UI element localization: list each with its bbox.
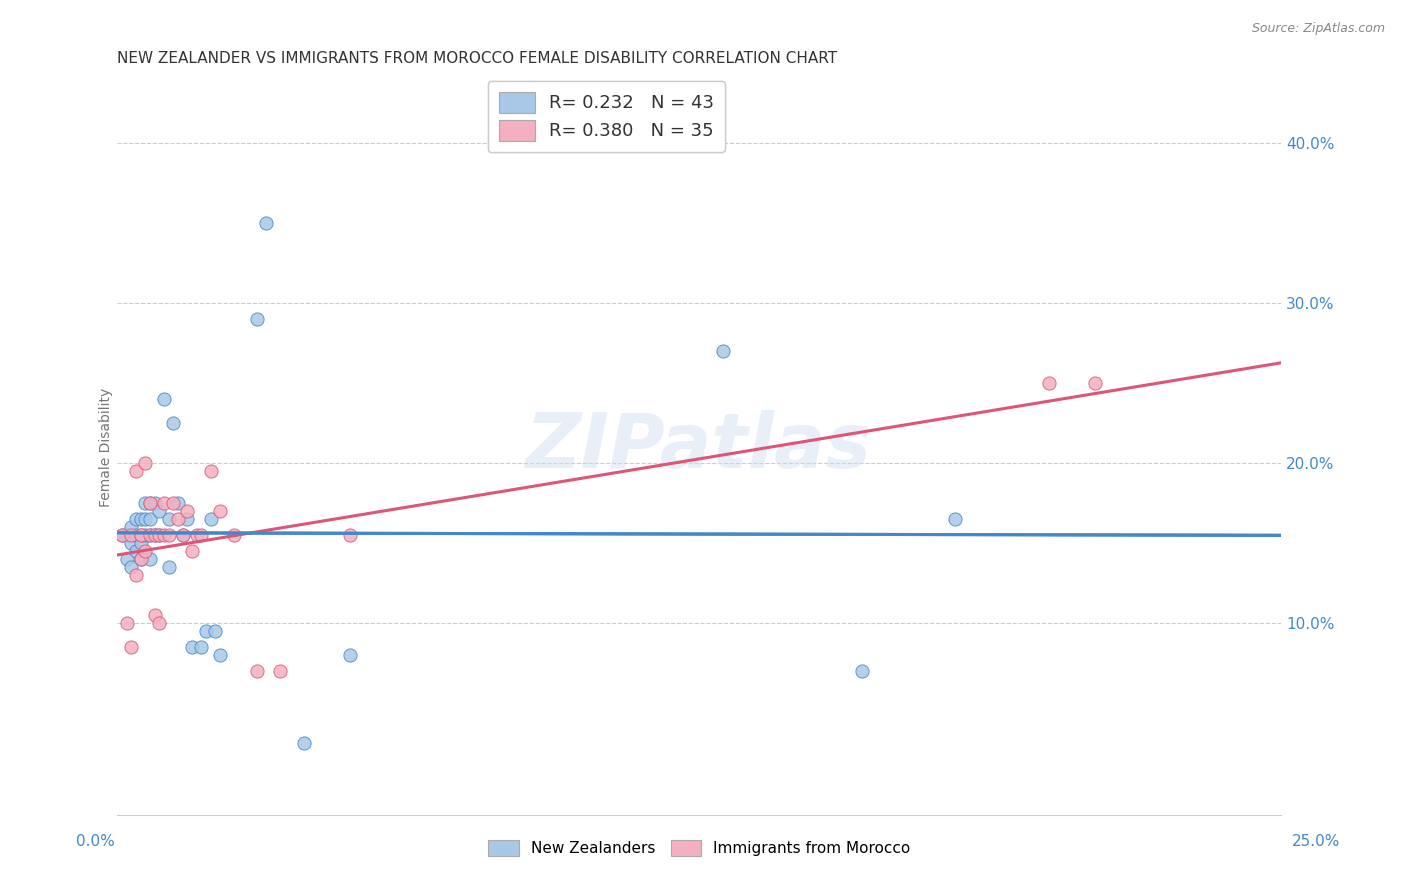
- Point: [172, 528, 194, 542]
- Point: [120, 536, 142, 550]
- Point: [129, 551, 152, 566]
- Point: [200, 512, 222, 526]
- Point: [129, 536, 152, 550]
- Point: [190, 640, 212, 654]
- Point: [143, 607, 166, 622]
- Point: [194, 624, 217, 638]
- Point: [111, 528, 134, 542]
- Point: [139, 496, 162, 510]
- Point: [186, 528, 208, 542]
- Point: [134, 512, 156, 526]
- Point: [204, 624, 226, 638]
- Point: [167, 496, 190, 510]
- Point: [139, 528, 162, 542]
- Point: [120, 520, 142, 534]
- Point: [292, 736, 315, 750]
- Point: [208, 648, 231, 662]
- Point: [172, 528, 194, 542]
- Point: [269, 664, 291, 678]
- Point: [139, 528, 162, 542]
- Point: [125, 512, 148, 526]
- Point: [139, 551, 162, 566]
- Point: [134, 544, 156, 558]
- Point: [153, 392, 176, 406]
- Point: [246, 664, 269, 678]
- Point: [148, 504, 170, 518]
- Point: [134, 528, 156, 542]
- Point: [134, 456, 156, 470]
- Point: [111, 528, 134, 542]
- Point: [139, 512, 162, 526]
- Point: [143, 528, 166, 542]
- Point: [1038, 376, 1060, 390]
- Point: [120, 640, 142, 654]
- Point: [125, 528, 148, 542]
- Point: [115, 615, 138, 630]
- Text: 0.0%: 0.0%: [76, 834, 115, 848]
- Point: [339, 648, 361, 662]
- Point: [129, 512, 152, 526]
- Point: [139, 496, 162, 510]
- Text: NEW ZEALANDER VS IMMIGRANTS FROM MOROCCO FEMALE DISABILITY CORRELATION CHART: NEW ZEALANDER VS IMMIGRANTS FROM MOROCCO…: [118, 51, 838, 66]
- Point: [115, 551, 138, 566]
- Point: [200, 464, 222, 478]
- Point: [129, 528, 152, 542]
- Point: [851, 664, 873, 678]
- Point: [162, 496, 184, 510]
- Point: [148, 528, 170, 542]
- Point: [181, 544, 204, 558]
- Point: [246, 312, 269, 326]
- Point: [711, 344, 734, 359]
- Point: [125, 567, 148, 582]
- Point: [167, 512, 190, 526]
- Point: [945, 512, 967, 526]
- Point: [120, 559, 142, 574]
- Point: [1084, 376, 1107, 390]
- Legend: R= 0.232   N = 43, R= 0.380   N = 35: R= 0.232 N = 43, R= 0.380 N = 35: [488, 81, 725, 152]
- Point: [153, 496, 176, 510]
- Point: [176, 504, 198, 518]
- Point: [115, 528, 138, 542]
- Point: [148, 528, 170, 542]
- Point: [143, 496, 166, 510]
- Point: [153, 528, 176, 542]
- Point: [143, 528, 166, 542]
- Point: [222, 528, 245, 542]
- Point: [176, 512, 198, 526]
- Text: ZIPatlas: ZIPatlas: [526, 410, 873, 484]
- Point: [134, 496, 156, 510]
- Point: [157, 512, 180, 526]
- Point: [129, 551, 152, 566]
- Point: [339, 528, 361, 542]
- Point: [148, 615, 170, 630]
- Point: [120, 528, 142, 542]
- Point: [181, 640, 204, 654]
- Text: Source: ZipAtlas.com: Source: ZipAtlas.com: [1251, 22, 1385, 36]
- Point: [157, 528, 180, 542]
- Point: [157, 559, 180, 574]
- Point: [129, 528, 152, 542]
- Text: 25.0%: 25.0%: [1292, 834, 1340, 848]
- Point: [190, 528, 212, 542]
- Point: [125, 544, 148, 558]
- Point: [208, 504, 231, 518]
- Point: [125, 464, 148, 478]
- Y-axis label: Female Disability: Female Disability: [100, 387, 114, 507]
- Point: [256, 216, 278, 230]
- Point: [162, 416, 184, 430]
